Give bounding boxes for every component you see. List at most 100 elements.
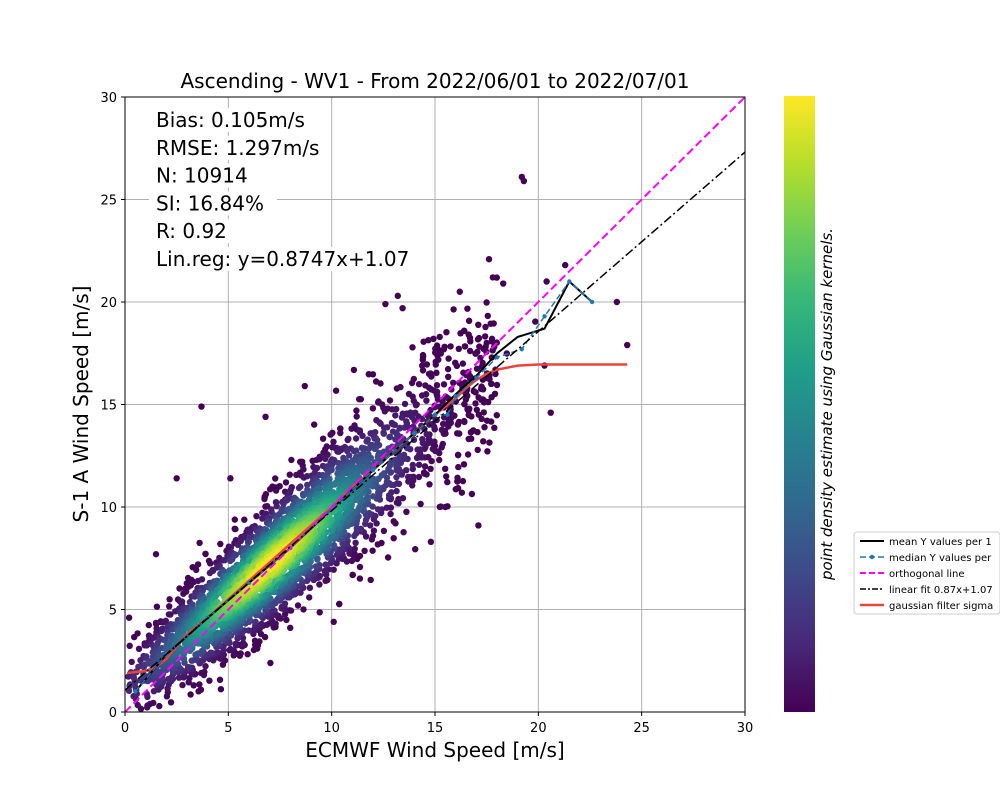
density-point bbox=[330, 566, 337, 573]
density-point bbox=[485, 256, 493, 263]
density-point bbox=[383, 504, 390, 511]
density-point bbox=[188, 657, 195, 664]
density-point bbox=[443, 473, 450, 480]
density-point bbox=[241, 516, 248, 523]
density-point bbox=[356, 552, 364, 560]
stats-line: N: 10914 bbox=[156, 164, 248, 188]
density-point bbox=[447, 343, 454, 350]
density-point bbox=[356, 503, 363, 511]
density-point bbox=[319, 435, 327, 442]
stats-box-bg bbox=[149, 163, 254, 188]
scatter-point bbox=[173, 475, 180, 482]
density-point bbox=[304, 481, 311, 489]
density-point bbox=[332, 387, 340, 394]
density-point bbox=[272, 487, 280, 494]
density-point bbox=[488, 394, 495, 401]
density-point bbox=[295, 484, 303, 492]
density-point bbox=[337, 425, 344, 432]
density-point bbox=[393, 487, 400, 495]
median-marker bbox=[542, 314, 547, 319]
density-point bbox=[253, 513, 260, 520]
median-marker bbox=[133, 689, 138, 694]
density-point bbox=[217, 540, 224, 548]
density-point bbox=[316, 456, 323, 463]
density-point bbox=[353, 407, 360, 414]
density-point bbox=[465, 317, 473, 324]
density-point bbox=[180, 628, 187, 635]
density-point bbox=[216, 676, 224, 683]
density-point bbox=[346, 452, 353, 459]
density-point bbox=[214, 629, 221, 637]
density-point bbox=[349, 571, 356, 579]
density-point bbox=[207, 649, 214, 656]
density-point bbox=[395, 495, 402, 503]
density-point bbox=[282, 479, 290, 486]
density-point bbox=[415, 381, 423, 388]
median-marker bbox=[453, 394, 458, 399]
density-point bbox=[344, 436, 351, 444]
density-point bbox=[457, 330, 464, 337]
density-point bbox=[351, 545, 358, 552]
stats-box-bg bbox=[149, 108, 324, 132]
density-point bbox=[415, 413, 422, 420]
density-point bbox=[187, 582, 194, 589]
density-point bbox=[454, 430, 461, 437]
colorbar bbox=[784, 96, 815, 712]
density-point bbox=[281, 611, 289, 618]
density-point bbox=[464, 305, 471, 312]
stats-line: R: 0.92 bbox=[156, 219, 227, 243]
density-point bbox=[316, 486, 323, 493]
density-point bbox=[465, 435, 472, 443]
density-point bbox=[336, 600, 343, 608]
density-point bbox=[310, 570, 318, 577]
density-point bbox=[331, 481, 338, 488]
density-point bbox=[350, 366, 358, 374]
density-point bbox=[367, 522, 374, 529]
density-point bbox=[396, 425, 403, 432]
density-point bbox=[221, 557, 228, 564]
density-point bbox=[386, 433, 393, 441]
density-point bbox=[400, 529, 407, 536]
density-point bbox=[176, 585, 183, 592]
density-point bbox=[258, 620, 265, 628]
density-point bbox=[455, 345, 462, 352]
density-point bbox=[415, 461, 423, 468]
density-point bbox=[387, 510, 394, 518]
density-point bbox=[206, 677, 213, 684]
density-point bbox=[234, 541, 242, 548]
density-point bbox=[438, 426, 446, 434]
density-point bbox=[385, 492, 393, 499]
density-point bbox=[197, 686, 205, 693]
density-point bbox=[493, 381, 501, 389]
density-point bbox=[321, 567, 329, 575]
density-point bbox=[179, 681, 186, 689]
scatter-point bbox=[125, 614, 133, 621]
density-point bbox=[392, 436, 399, 443]
density-point bbox=[356, 563, 364, 571]
density-point bbox=[398, 414, 406, 421]
density-point bbox=[374, 506, 382, 513]
density-point bbox=[261, 495, 268, 503]
chart-title: Ascending - WV1 - From 2022/06/01 to 202… bbox=[181, 69, 690, 93]
scatter-point bbox=[301, 382, 308, 390]
density-point bbox=[439, 440, 446, 448]
density-point bbox=[252, 618, 259, 625]
density-point bbox=[196, 539, 203, 547]
density-point bbox=[166, 596, 173, 603]
density-point bbox=[356, 575, 364, 582]
x-tick-label: 5 bbox=[224, 721, 232, 736]
density-point bbox=[464, 405, 471, 412]
density-point bbox=[408, 379, 416, 387]
density-point bbox=[244, 651, 251, 658]
density-point bbox=[351, 550, 358, 557]
y-tick-label: 5 bbox=[109, 604, 117, 619]
density-point bbox=[430, 335, 437, 342]
scatter-point bbox=[458, 489, 466, 496]
fit-lines bbox=[125, 97, 745, 712]
scatter-point bbox=[624, 341, 631, 349]
density-point bbox=[232, 551, 239, 558]
density-point bbox=[186, 675, 193, 682]
density-point bbox=[125, 687, 133, 694]
density-point bbox=[272, 475, 279, 482]
scatter-point bbox=[543, 278, 550, 285]
